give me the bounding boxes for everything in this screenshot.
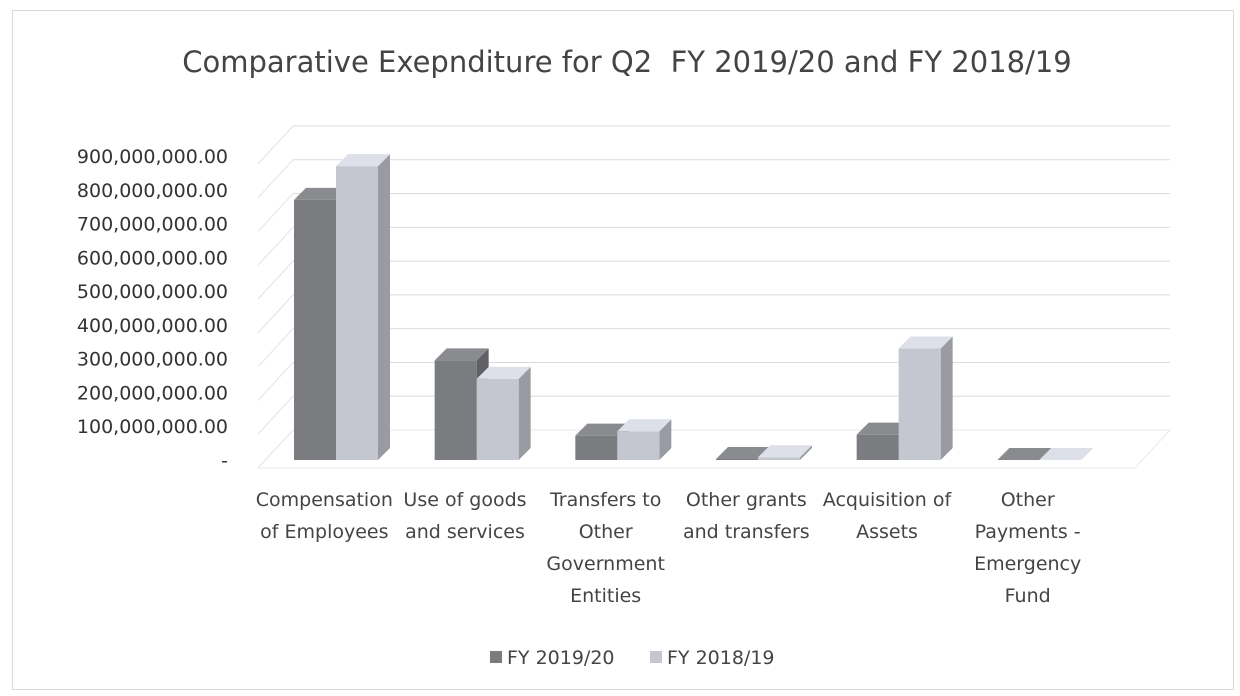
bar-side [518,366,531,460]
bar-top [336,154,390,167]
chart-title: Comparative Exepnditure for Q2 FY 2019/2… [182,45,1072,79]
y-axis-ticks: - 100,000,000.00 200,000,000.00 300,000,000… [77,146,228,472]
y-tick-label: 400,000,000.00 [77,315,228,337]
gridline-diag [257,193,294,232]
x-category-line: Acquisition of [823,489,953,511]
x-category-line: and services [405,521,525,543]
chart-frame [12,10,1234,690]
x-category-line: of Employees [260,521,388,543]
gridline-diag [257,362,294,401]
legend-label: FY 2018/19 [667,647,775,669]
bar-side [378,154,390,460]
x-category-label: Compensation of Employees [256,489,393,543]
bar-top [476,366,531,379]
bar [1039,448,1094,460]
x-category-label: Other Payments - Emergency Fund [974,489,1081,607]
y-tick-label: 600,000,000.00 [77,247,228,269]
bars [294,154,1094,460]
y-tick-label: 700,000,000.00 [77,214,228,236]
bar-top [434,348,489,361]
bar-top [1039,448,1094,460]
chart-floor [256,429,1172,469]
x-category-line: and transfers [683,521,810,543]
gridline-diag [257,159,294,199]
x-category-line: Other [579,521,633,543]
gridline-diag [257,125,294,165]
legend-swatch [650,651,662,663]
y-tick-label: 200,000,000.00 [77,382,228,404]
bar-front [617,431,660,460]
x-category-line: Transfers to [549,489,661,511]
bar-front [476,378,519,460]
bar-side [800,445,812,460]
x-axis-labels: Compensation of Employees Use of goods and … [256,489,1081,607]
x-category-line: Other [1001,489,1055,511]
gridline-diag [257,226,294,266]
x-category-line: Compensation [256,489,393,511]
x-category-line: Emergency [974,553,1081,575]
gridline-diag [257,395,294,435]
bar [898,336,953,460]
bar-top [898,336,953,349]
bar-front [434,360,477,460]
bar-front [575,435,618,460]
gridline-diag [257,260,294,300]
y-tick-label: - [221,450,228,472]
bar-top [758,445,812,458]
bar-top [856,422,911,435]
legend-label: FY 2019/20 [507,647,615,669]
bar-side [659,419,672,460]
bar-side [940,336,953,460]
x-category-line: Other grants [686,489,807,511]
y-tick-label: 900,000,000.00 [77,146,228,168]
x-category-label: Acquisition of Assets [823,489,953,543]
bar-front [716,458,758,460]
gridlines [256,125,1172,469]
bar-top [997,448,1052,460]
bar-top [294,187,348,200]
gridline-diag [257,294,294,334]
bar [617,419,672,460]
bar-front [758,457,800,460]
bar-front [336,166,378,460]
x-category-line: Fund [1005,585,1051,607]
bar [476,366,531,460]
bar-front [294,199,336,460]
legend: FY 2019/20 FY 2018/19 [490,647,775,669]
x-category-label: Use of goods and services [403,489,526,543]
bar-front [856,434,899,460]
x-category-line: Payments - [975,521,1081,543]
x-category-line: Assets [856,521,918,543]
y-tick-label: 500,000,000.00 [77,281,228,303]
bar [997,448,1052,460]
legend-swatch [490,651,502,663]
bar-front [898,348,941,460]
bar-top [575,423,630,436]
x-category-line: Government [546,553,665,575]
x-category-label: Other grants and transfers [683,489,810,543]
x-category-line: Entities [570,585,641,607]
bar [758,445,812,460]
y-tick-label: 100,000,000.00 [77,416,228,438]
y-tick-label: 300,000,000.00 [77,349,228,371]
x-category-line: Use of goods [403,489,526,511]
gridline-diag [257,328,294,368]
bar-top [716,446,770,459]
x-category-label: Transfers to Other Government Entities [546,489,665,607]
y-tick-label: 800,000,000.00 [77,180,228,202]
bar [336,154,390,460]
bar-top [617,419,672,432]
